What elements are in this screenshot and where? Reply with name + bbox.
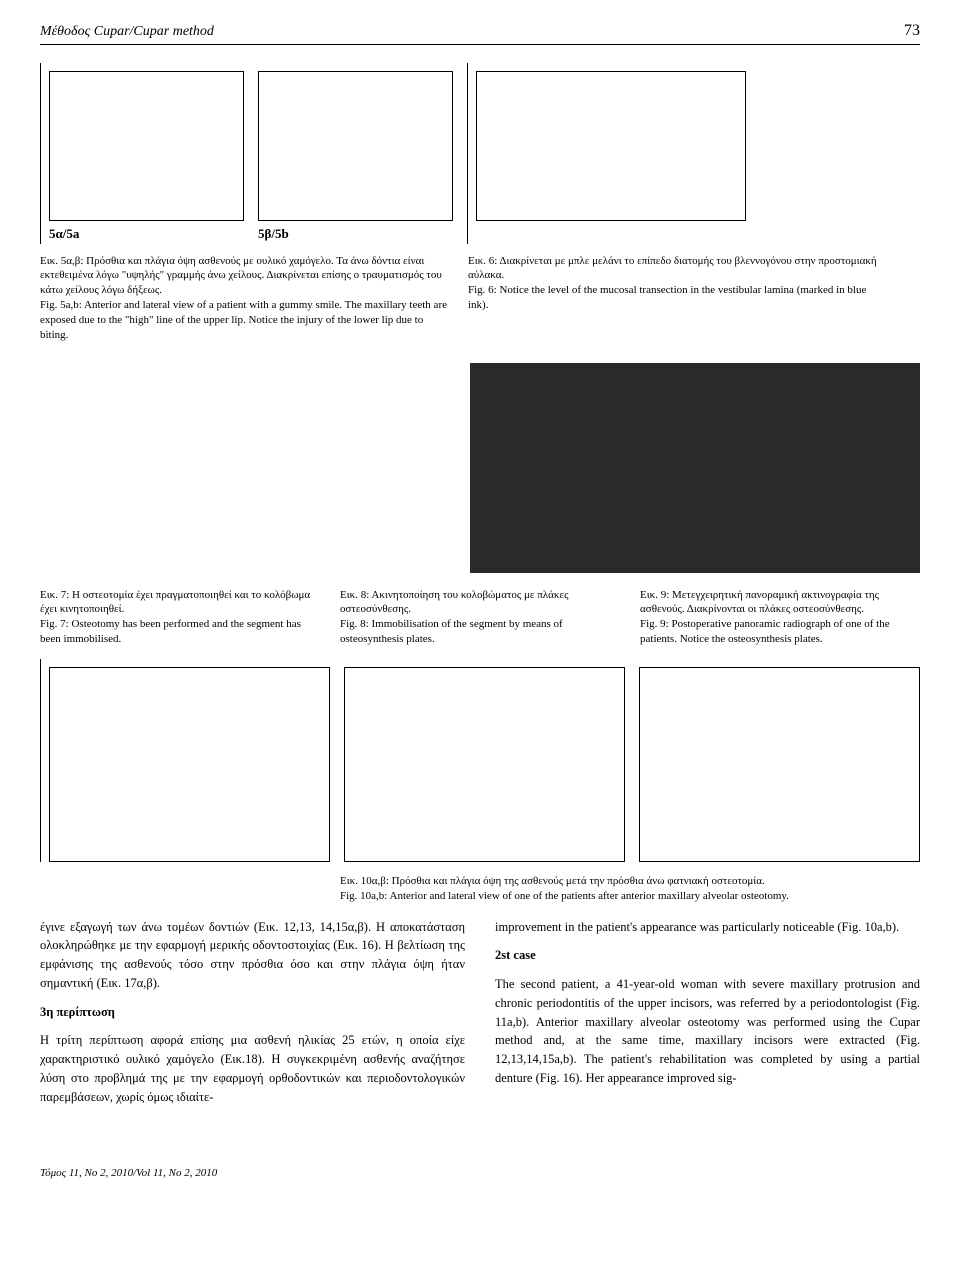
left-column: έγινε εξαγωγή των άνω τομέων δοντιών (Ει… <box>40 918 465 1117</box>
fig8-caption-gr: Εικ. 8: Ακινητοποίηση του κολοβώματος με… <box>340 589 568 616</box>
figure-5b-placeholder <box>258 71 453 221</box>
fig9-caption-gr: Εικ. 9: Μετεγχειρητική πανοραμική ακτινο… <box>640 589 879 616</box>
figure-8-caption: Εικ. 8: Ακινητοποίηση του κολοβώματος με… <box>340 588 620 647</box>
left-para-1: έγινε εξαγωγή των άνω τομέων δοντιών (Ει… <box>40 918 465 993</box>
fig10-caption-gr: Εικ. 10α,β: Πρόσθια και πλάγια όψη της α… <box>340 875 765 887</box>
figure-9-caption: Εικ. 9: Μετεγχειρητική πανοραμική ακτινο… <box>640 588 920 647</box>
figure-6-placeholder <box>476 71 746 221</box>
fig8-caption-en: Fig. 8: Immobilisation of the segment by… <box>340 618 563 645</box>
radiograph-image <box>470 363 920 573</box>
right-subheading: 2st case <box>495 946 920 965</box>
right-para-1: improvement in the patient's appearance … <box>495 918 920 937</box>
caption-row-5-6: Εικ. 5α,β: Πρόσθια και πλάγια όψη ασθενο… <box>40 254 920 343</box>
figure-6-caption: Εικ. 6: Διακρίνεται με μπλε μελάνι το επ… <box>468 254 888 343</box>
figure-10a-placeholder <box>49 667 330 862</box>
figure-10b-placeholder <box>344 667 625 862</box>
right-para-2: The second patient, a 41-year-old woman … <box>495 975 920 1088</box>
fig5-caption-en: Fig. 5a,b: Anterior and lateral view of … <box>40 299 447 341</box>
figure-5-group: 5α/5a 5β/5b <box>40 63 453 243</box>
fig7-caption-en: Fig. 7: Osteotomy has been performed and… <box>40 618 301 645</box>
page-footer: Τόμος 11, No 2, 2010/Vol 11, No 2, 2010 <box>40 1166 920 1181</box>
figure-5a-label: 5α/5a <box>49 225 244 243</box>
fig10-caption-en: Fig. 10a,b: Anterior and lateral view of… <box>340 890 789 902</box>
figure-6-group <box>467 63 746 243</box>
figure-10-caption: Εικ. 10α,β: Πρόσθια και πλάγια όψη της α… <box>340 874 920 904</box>
right-column: improvement in the patient's appearance … <box>495 918 920 1117</box>
fig9-caption-en: Fig. 9: Postoperative panoramic radiogra… <box>640 618 890 645</box>
fig7-caption-gr: Εικ. 7: Η οστεοτομία έχει πραγματοποιηθε… <box>40 589 310 616</box>
left-para-2: Η τρίτη περίπτωση αφορά επίσης μια ασθεν… <box>40 1031 465 1106</box>
figure-5-caption: Εικ. 5α,β: Πρόσθια και πλάγια όψη ασθενο… <box>40 254 450 343</box>
page-header: Μέθοδος Cupar/Cupar method 73 <box>40 20 920 45</box>
fig6-caption-en: Fig. 6: Notice the level of the mucosal … <box>468 284 866 311</box>
figure-5b-label: 5β/5b <box>258 225 289 243</box>
figure-5a-placeholder <box>49 71 244 221</box>
caption-row-7-8-9: Εικ. 7: Η οστεοτομία έχει πραγματοποιηθε… <box>40 588 920 647</box>
figure-row-5-6: 5α/5a 5β/5b <box>40 63 920 243</box>
figure-5-labels: 5α/5a 5β/5b <box>49 225 453 243</box>
figure-7-caption: Εικ. 7: Η οστεοτομία έχει πραγματοποιηθε… <box>40 588 320 647</box>
left-subheading: 3η περίπτωση <box>40 1003 465 1022</box>
fig6-caption-gr: Εικ. 6: Διακρίνεται με μπλε μελάνι το επ… <box>468 255 877 282</box>
figure-10c-placeholder <box>639 667 920 862</box>
running-title: Μέθοδος Cupar/Cupar method <box>40 22 214 42</box>
page-number: 73 <box>904 20 920 42</box>
figure-row-10 <box>40 659 920 862</box>
body-text-columns: έγινε εξαγωγή των άνω τομέων δοντιών (Ει… <box>40 918 920 1117</box>
fig5-caption-gr: Εικ. 5α,β: Πρόσθια και πλάγια όψη ασθενο… <box>40 255 442 297</box>
